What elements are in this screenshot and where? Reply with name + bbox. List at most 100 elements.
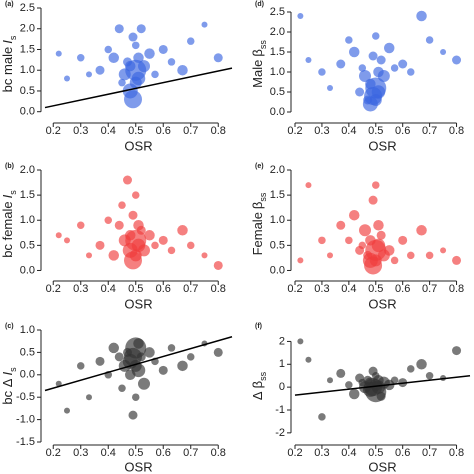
point (377, 70, 390, 82)
point (114, 24, 124, 34)
point (390, 256, 399, 265)
point (108, 52, 119, 64)
y-tick-label: 2.5 (20, 2, 35, 14)
point (398, 59, 408, 69)
panel-tag: (c) (5, 323, 14, 330)
y-tick-label: 0.5 (20, 85, 35, 97)
y-tick-label: 1.0 (20, 214, 35, 226)
point (336, 368, 346, 378)
point (297, 338, 304, 345)
point (158, 365, 168, 375)
x-tick-label: 0.8 (449, 283, 464, 295)
trend-line (44, 335, 233, 392)
point (124, 90, 142, 109)
point (297, 13, 304, 19)
y-tick-label: 0.0 (20, 264, 35, 276)
point (452, 346, 462, 356)
point (359, 224, 371, 237)
x-tick-label: 0.7 (183, 283, 198, 295)
y-tick-label: 2.0 (270, 26, 285, 38)
point (128, 410, 138, 420)
point (118, 78, 126, 87)
point (416, 225, 427, 236)
y-tick-label: 1.0 (270, 214, 285, 226)
panel-tag: (a) (5, 1, 14, 8)
point (55, 380, 62, 387)
point (358, 241, 367, 250)
point (167, 58, 176, 66)
point (132, 41, 140, 50)
point (108, 342, 119, 354)
x-tick-label: 0.2 (287, 283, 302, 295)
point (64, 407, 70, 414)
y-label-symbol: I (0, 194, 15, 198)
x-tick-label: 0.6 (156, 447, 171, 459)
y-tick-label: 1 (279, 358, 285, 370)
x-tick-label: 0.8 (449, 447, 464, 459)
y-tick-label: 1.0 (20, 64, 35, 76)
point (201, 252, 208, 259)
x-tick-label: 0.7 (183, 125, 198, 137)
y-tick-label: 2 (279, 335, 285, 347)
y-tick-label: 0.5 (20, 346, 35, 358)
point (177, 64, 188, 76)
point (348, 388, 360, 400)
point (371, 238, 386, 253)
point (318, 413, 326, 421)
y-label-sub: ss (258, 192, 268, 202)
panel-tag: (d) (255, 1, 264, 8)
point (128, 210, 138, 220)
point (372, 181, 380, 189)
y-label-sub: s (8, 190, 18, 195)
x-tick-label: 0.4 (341, 447, 356, 459)
y-axis-label: Male βss (250, 40, 268, 88)
x-tick-label: 0.8 (211, 125, 226, 137)
point (368, 51, 378, 61)
x-tick-label: 0.5 (128, 125, 143, 137)
y-tick-label: 0.5 (270, 86, 285, 98)
y-tick-label: 2.0 (270, 164, 285, 176)
point (138, 244, 150, 257)
point (158, 235, 168, 245)
point (132, 393, 140, 401)
y-axis-label: Δβss (250, 371, 268, 400)
panel: (a) 0.2 0.3 0.4 0.5 0.6 0.7 0.8 0.0 0.5 1.0 1.5 2.0 2… (0, 1, 233, 153)
point (390, 376, 399, 385)
y-label-text: bc Δ (0, 378, 15, 404)
point (136, 225, 146, 235)
x-tick-label: 0.3 (73, 283, 88, 295)
x-tick-label: 0.4 (341, 283, 356, 295)
y-tick-label: 0.0 (270, 264, 285, 276)
point (118, 201, 126, 209)
y-label-symbol: I (0, 372, 15, 376)
point (167, 246, 176, 255)
point (144, 48, 155, 59)
y-label-symbol: I (0, 40, 15, 44)
x-tick-label: 0.4 (101, 283, 116, 295)
y-tick-label: 1.0 (20, 324, 35, 336)
x-tick-label: 0.7 (422, 283, 437, 295)
x-tick-label: 0.8 (211, 447, 226, 459)
point (133, 338, 144, 349)
point (407, 365, 415, 373)
panel-tag: (b) (5, 163, 14, 170)
y-tick-label: 1.5 (20, 189, 35, 201)
trend-line (294, 374, 471, 396)
point (201, 21, 208, 28)
point (358, 64, 367, 72)
point (138, 377, 150, 390)
point (136, 352, 146, 362)
point (345, 36, 353, 44)
x-axis-label: OSR (368, 296, 396, 311)
x-tick-label: 0.4 (101, 447, 116, 459)
x-tick-label: 0.6 (395, 125, 410, 137)
x-tick-label: 0.3 (314, 447, 329, 459)
point (138, 60, 150, 73)
y-tick-label: 2.0 (20, 23, 35, 35)
y-tick-label: 0.0 (20, 106, 35, 118)
point (376, 391, 386, 401)
point (345, 236, 353, 245)
point (187, 241, 195, 250)
